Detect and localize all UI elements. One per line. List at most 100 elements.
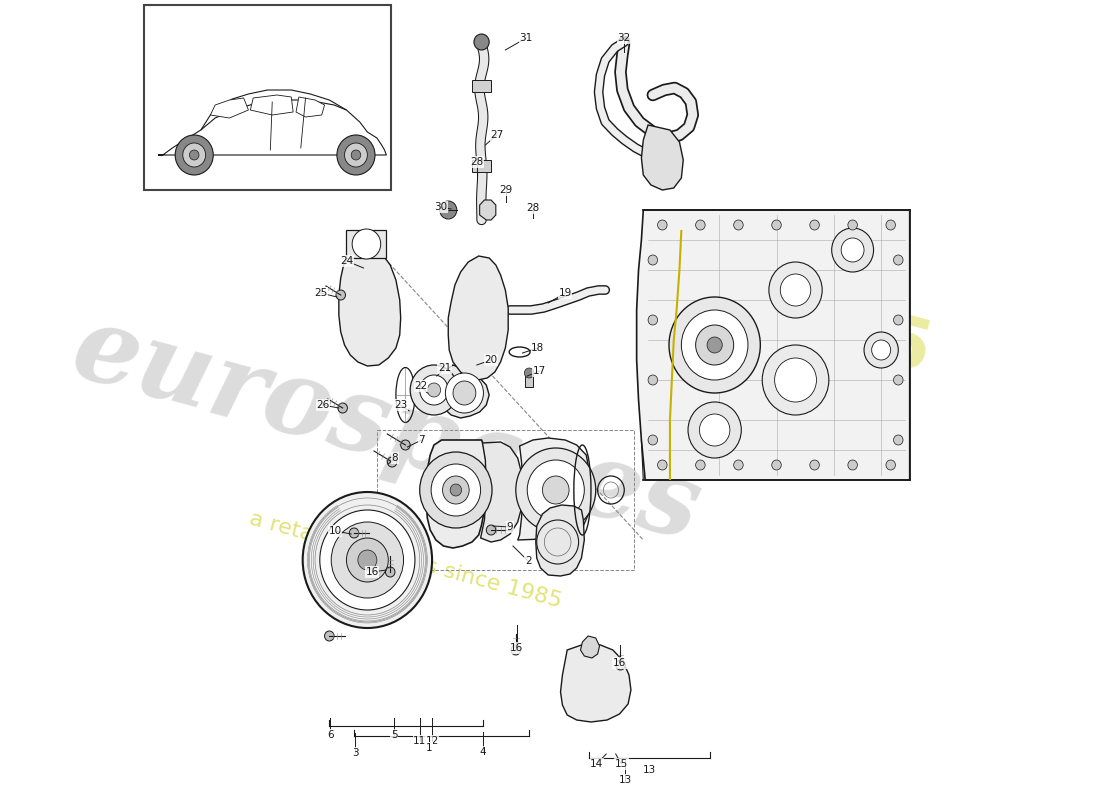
Circle shape: [442, 476, 470, 504]
Circle shape: [893, 255, 903, 265]
Text: 9: 9: [507, 522, 514, 532]
Circle shape: [700, 414, 730, 446]
Polygon shape: [641, 125, 683, 190]
Text: 18: 18: [531, 343, 544, 353]
Text: 17: 17: [534, 366, 547, 376]
Circle shape: [886, 220, 895, 230]
Circle shape: [344, 143, 367, 167]
Circle shape: [695, 460, 705, 470]
Circle shape: [336, 290, 345, 300]
Text: 15: 15: [615, 759, 628, 769]
Circle shape: [734, 460, 744, 470]
Text: 11: 11: [414, 736, 427, 746]
Text: 3: 3: [352, 748, 359, 758]
Polygon shape: [427, 440, 486, 548]
Circle shape: [734, 220, 744, 230]
Bar: [144, 5, 392, 190]
Circle shape: [772, 460, 781, 470]
Circle shape: [486, 525, 496, 535]
Circle shape: [769, 262, 822, 318]
Polygon shape: [251, 95, 294, 115]
Circle shape: [527, 460, 584, 520]
Text: 23: 23: [394, 400, 407, 410]
Text: 24: 24: [340, 256, 353, 266]
Circle shape: [648, 375, 658, 385]
Circle shape: [848, 220, 857, 230]
Circle shape: [707, 337, 723, 353]
Text: a retailer of parts since 1985: a retailer of parts since 1985: [248, 509, 564, 611]
Text: 8: 8: [392, 453, 398, 463]
Circle shape: [695, 220, 705, 230]
Text: 26: 26: [316, 400, 329, 410]
Text: 4: 4: [480, 747, 486, 757]
Polygon shape: [339, 250, 400, 366]
Circle shape: [331, 522, 404, 598]
Polygon shape: [637, 210, 910, 480]
Text: 2: 2: [525, 556, 531, 566]
Circle shape: [385, 567, 395, 577]
Polygon shape: [449, 256, 508, 380]
Circle shape: [669, 297, 760, 393]
Text: 16: 16: [613, 658, 626, 668]
Bar: [472, 80, 491, 92]
Text: 16: 16: [365, 567, 378, 577]
Text: 10: 10: [329, 526, 342, 536]
Text: 21: 21: [438, 363, 451, 373]
Polygon shape: [481, 442, 521, 542]
Circle shape: [350, 528, 359, 538]
Text: 7: 7: [418, 435, 425, 445]
Bar: [526, 373, 532, 387]
Circle shape: [427, 383, 441, 397]
Circle shape: [346, 538, 388, 582]
Circle shape: [810, 220, 820, 230]
Circle shape: [189, 150, 199, 160]
Polygon shape: [561, 644, 631, 722]
Circle shape: [871, 340, 891, 360]
Circle shape: [420, 375, 449, 405]
Circle shape: [351, 150, 361, 160]
Bar: [346, 230, 386, 258]
Text: 13: 13: [642, 765, 656, 775]
Circle shape: [648, 435, 658, 445]
Circle shape: [864, 332, 899, 368]
Text: eurospares: eurospares: [62, 298, 711, 562]
Polygon shape: [480, 200, 496, 220]
Circle shape: [762, 345, 828, 415]
Text: 13: 13: [618, 775, 631, 785]
Text: 30: 30: [434, 202, 448, 212]
Circle shape: [774, 358, 816, 402]
Circle shape: [842, 238, 864, 262]
Text: 16: 16: [510, 643, 524, 653]
Circle shape: [832, 228, 873, 272]
Circle shape: [688, 402, 741, 458]
Circle shape: [810, 460, 820, 470]
Bar: [377, 430, 634, 570]
Circle shape: [893, 375, 903, 385]
Polygon shape: [438, 365, 490, 418]
Circle shape: [616, 660, 625, 670]
Text: 31: 31: [519, 33, 532, 43]
Circle shape: [175, 135, 213, 175]
Circle shape: [512, 645, 520, 655]
Circle shape: [320, 510, 415, 610]
Bar: [472, 160, 491, 172]
Text: 6: 6: [327, 730, 333, 740]
Polygon shape: [210, 98, 249, 118]
Circle shape: [648, 255, 658, 265]
Text: 27: 27: [491, 130, 504, 140]
Circle shape: [387, 457, 397, 467]
Circle shape: [893, 315, 903, 325]
Circle shape: [440, 201, 456, 219]
Circle shape: [772, 220, 781, 230]
Circle shape: [848, 460, 857, 470]
Text: 1985: 1985: [727, 270, 939, 390]
Circle shape: [431, 464, 481, 516]
Circle shape: [420, 452, 492, 528]
Polygon shape: [536, 505, 584, 576]
Circle shape: [542, 476, 569, 504]
Circle shape: [893, 435, 903, 445]
Circle shape: [324, 631, 334, 641]
Text: 5: 5: [390, 730, 397, 740]
Circle shape: [302, 492, 432, 628]
Circle shape: [338, 403, 348, 413]
